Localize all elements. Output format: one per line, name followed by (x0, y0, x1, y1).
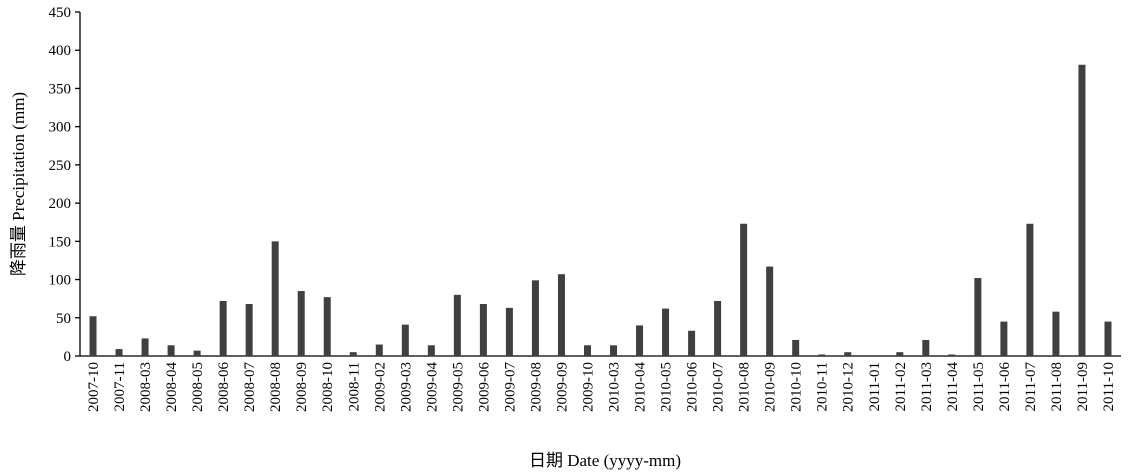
bar-2008-03 (141, 338, 149, 356)
x-tick-label: 2010-06 (685, 362, 701, 412)
x-tick-label: 2010-08 (737, 362, 753, 412)
y-tick-label: 300 (49, 120, 72, 136)
bar-2010-04 (636, 325, 644, 356)
y-tick-label: 250 (49, 158, 72, 174)
x-tick-label: 2010-10 (789, 362, 805, 412)
bar-2011-06 (1000, 321, 1008, 356)
y-axis: 0 50 100 150 200 250 300 350 400 450 (49, 5, 81, 365)
y-tick-label: 150 (49, 234, 72, 250)
x-tick-label: 2011-02 (893, 362, 909, 411)
bar-2011-10 (1104, 321, 1112, 356)
y-tick-label: 100 (49, 273, 72, 289)
bar-2011-03 (922, 339, 930, 356)
bar-2008-11 (349, 352, 357, 356)
bar-2008-10 (323, 297, 331, 356)
x-tick-label: 2008-04 (164, 362, 180, 412)
bar-2008-09 (297, 291, 305, 356)
x-tick-label: 2009-10 (580, 362, 596, 412)
bar-2007-10 (89, 316, 97, 356)
bar-2011-05 (974, 278, 982, 356)
bar-2011-08 (1052, 311, 1060, 356)
bar-2010-03 (610, 345, 618, 356)
bar-2008-04 (167, 345, 175, 356)
x-tick-label: 2009-08 (528, 362, 544, 412)
x-tick-label: 2011-07 (1023, 362, 1039, 412)
y-axis-title: 降雨量 Precipitation (mm) (9, 92, 28, 276)
x-tick-label: 2010-07 (711, 362, 727, 412)
x-tick-label: 2010-11 (815, 362, 831, 411)
bar-2010-10 (792, 339, 800, 356)
x-tick-label: 2009-03 (398, 362, 414, 412)
x-tick-label: 2011-03 (919, 362, 935, 411)
bar-2010-12 (844, 352, 852, 356)
x-tick-label: 2011-08 (1049, 362, 1065, 411)
x-tick-label: 2008-09 (294, 362, 310, 412)
bar-2010-06 (688, 330, 696, 356)
bar-2010-11 (818, 354, 826, 356)
bar-2009-08 (531, 280, 539, 356)
y-tick-label: 350 (49, 81, 72, 97)
x-tick-label: 2008-11 (346, 362, 362, 411)
bar-2010-07 (714, 300, 722, 356)
bar-2011-09 (1078, 64, 1086, 356)
x-tick-label: 2007-11 (112, 362, 128, 411)
bar-2009-02 (375, 344, 383, 356)
x-tick-label: 2010-03 (607, 362, 623, 412)
bar-2008-07 (245, 304, 253, 356)
x-tick-label: 2009-05 (450, 362, 466, 412)
x-tick-label: 2009-04 (424, 362, 440, 412)
x-tick-label: 2011-09 (1075, 362, 1091, 411)
bar-2009-07 (505, 307, 513, 356)
bar-2010-08 (740, 223, 748, 356)
x-tick-label: 2011-05 (971, 362, 987, 411)
bar-2008-06 (219, 300, 227, 356)
y-tick-label: 400 (49, 43, 72, 59)
bar-2009-09 (557, 274, 565, 356)
x-tick-label: 2008-03 (138, 362, 154, 412)
x-axis-title: 日期 Date (yyyy-mm) (529, 451, 681, 470)
x-axis: 2007-10 2007-11 2008-03 2008-04 2008-05 2008-… (80, 355, 1121, 412)
x-tick-label: 2008-06 (216, 362, 232, 412)
bar-2009-03 (401, 324, 409, 356)
y-tick-label: 0 (64, 349, 72, 365)
x-tick-label: 2009-07 (502, 362, 518, 412)
bar-2009-05 (453, 294, 461, 356)
y-tick-label: 200 (49, 196, 72, 212)
bar-2009-04 (427, 345, 435, 356)
x-tick-label: 2008-05 (190, 362, 206, 412)
bar-2009-10 (583, 345, 591, 356)
bar-2007-11 (115, 349, 123, 356)
x-tick-label: 2010-12 (841, 362, 857, 412)
bar-2008-05 (193, 350, 201, 356)
x-tick-label: 2010-09 (763, 362, 779, 412)
bar-2011-04 (948, 354, 956, 356)
x-tick-label: 2011-01 (867, 362, 883, 411)
x-tick-label: 2008-07 (242, 362, 258, 412)
bar-2010-05 (662, 308, 670, 356)
x-tick-label: 2011-06 (997, 362, 1013, 412)
bar-2010-09 (766, 266, 774, 356)
bar-2009-06 (479, 304, 487, 356)
x-tick-label: 2010-05 (659, 362, 675, 412)
x-tick-label: 2011-04 (945, 362, 961, 412)
x-tick-label: 2010-04 (633, 362, 649, 412)
bar-2011-02 (896, 352, 904, 356)
x-tick-label: 2009-02 (372, 362, 388, 412)
x-tick-label: 2008-08 (268, 362, 284, 412)
x-tick-label: 2007-10 (86, 362, 102, 412)
x-tick-label: 2011-10 (1101, 362, 1117, 411)
x-tick-label: 2008-10 (320, 362, 336, 412)
x-tick-label: 2009-09 (554, 362, 570, 412)
bars (89, 64, 1112, 356)
bar-2008-08 (271, 241, 279, 356)
y-tick-label: 450 (49, 5, 72, 21)
bar-2011-07 (1026, 223, 1034, 356)
x-tick-label: 2009-06 (476, 362, 492, 412)
y-tick-label: 50 (56, 311, 71, 327)
